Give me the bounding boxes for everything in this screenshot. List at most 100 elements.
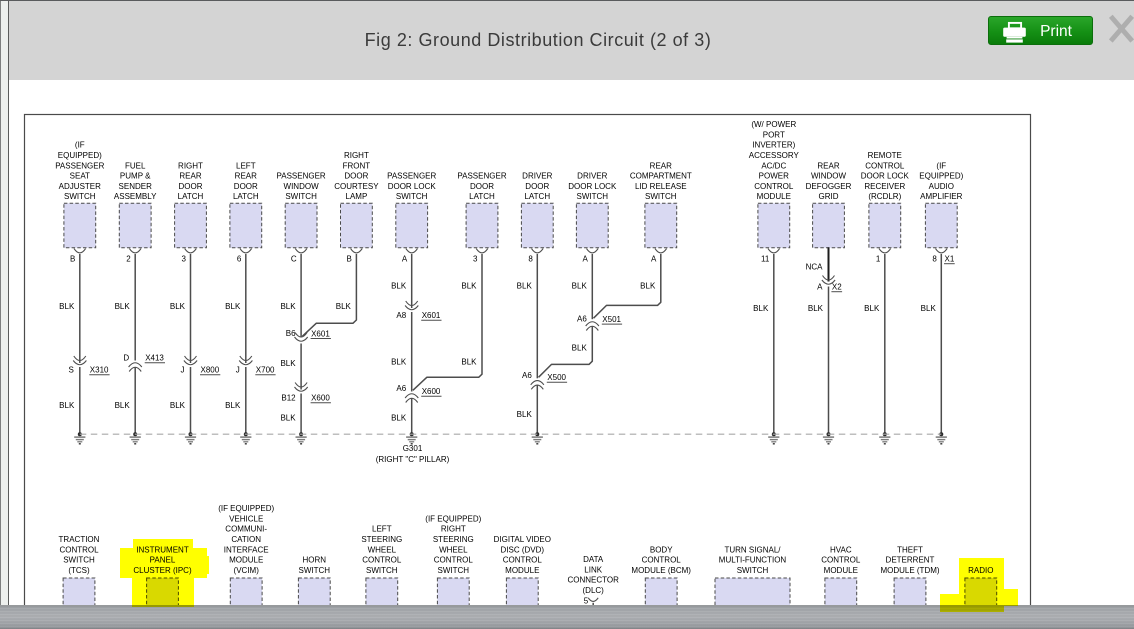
- svg-text:BLK: BLK: [572, 281, 588, 290]
- svg-text:BLK: BLK: [517, 281, 533, 290]
- svg-text:CONTROL: CONTROL: [754, 182, 794, 191]
- svg-text:X500: X500: [547, 373, 566, 382]
- svg-text:SENDER: SENDER: [119, 182, 153, 191]
- svg-text:MODULE (TDM): MODULE (TDM): [880, 566, 939, 575]
- svg-text:SWITCH: SWITCH: [645, 192, 677, 201]
- svg-text:(VCIM): (VCIM): [234, 566, 260, 575]
- svg-text:BLK: BLK: [115, 302, 131, 311]
- svg-text:WINDOW: WINDOW: [811, 172, 847, 181]
- svg-text:(W/ POWER: (W/ POWER: [751, 120, 796, 129]
- svg-text:REAR: REAR: [650, 161, 672, 170]
- svg-text:BLK: BLK: [461, 358, 477, 367]
- svg-text:8: 8: [528, 255, 533, 264]
- svg-text:BLK: BLK: [572, 344, 588, 353]
- svg-text:LEFT: LEFT: [372, 525, 392, 534]
- svg-text:2: 2: [126, 255, 131, 264]
- svg-text:5: 5: [584, 596, 589, 605]
- svg-text:SWITCH: SWITCH: [396, 192, 428, 201]
- svg-text:BLK: BLK: [225, 302, 241, 311]
- svg-text:X600: X600: [422, 387, 441, 396]
- svg-text:REMOTE: REMOTE: [868, 151, 902, 160]
- svg-text:POWER: POWER: [759, 172, 789, 181]
- svg-text:SWITCH: SWITCH: [299, 566, 331, 575]
- svg-text:LATCH: LATCH: [524, 192, 550, 201]
- svg-text:SWITCH: SWITCH: [737, 566, 769, 575]
- svg-text:MODULE: MODULE: [824, 566, 858, 575]
- svg-text:B: B: [70, 255, 75, 264]
- svg-text:AC/DC: AC/DC: [761, 161, 786, 170]
- svg-text:(IF EQUIPPED): (IF EQUIPPED): [425, 514, 481, 523]
- svg-text:11: 11: [761, 255, 770, 264]
- svg-text:(IF: (IF: [936, 161, 946, 170]
- svg-text:DOOR LOCK: DOOR LOCK: [568, 182, 617, 191]
- svg-text:B6: B6: [286, 329, 296, 338]
- svg-text:REAR: REAR: [817, 161, 839, 170]
- svg-text:STEERING: STEERING: [433, 535, 474, 544]
- svg-text:X600: X600: [311, 394, 330, 403]
- svg-text:PASSENGER: PASSENGER: [457, 172, 506, 181]
- svg-text:ADJUSTER: ADJUSTER: [59, 182, 101, 191]
- svg-text:DRIVER: DRIVER: [522, 172, 552, 181]
- svg-text:BLK: BLK: [808, 304, 824, 313]
- svg-text:S: S: [68, 366, 73, 375]
- svg-text:CONTROL: CONTROL: [865, 161, 905, 170]
- svg-text:X700: X700: [256, 366, 275, 375]
- svg-text:COURTESY: COURTESY: [334, 182, 379, 191]
- svg-text:LID RELEASE: LID RELEASE: [635, 182, 687, 191]
- svg-text:CONTROL: CONTROL: [503, 556, 543, 565]
- svg-text:AUDIO: AUDIO: [929, 182, 954, 191]
- svg-text:X601: X601: [422, 311, 441, 320]
- svg-text:DOOR: DOOR: [344, 172, 368, 181]
- svg-text:MULTI-FUNCTION: MULTI-FUNCTION: [719, 556, 787, 565]
- svg-text:CONTROL: CONTROL: [362, 556, 402, 565]
- svg-text:BODY: BODY: [650, 545, 673, 554]
- svg-text:SWITCH: SWITCH: [577, 192, 609, 201]
- svg-text:BLK: BLK: [753, 304, 769, 313]
- svg-text:BLK: BLK: [640, 281, 656, 290]
- svg-text:BLK: BLK: [391, 413, 407, 422]
- svg-text:STEERING: STEERING: [361, 535, 402, 544]
- svg-text:(DLC): (DLC): [583, 586, 605, 595]
- svg-text:ACCESSORY: ACCESSORY: [749, 151, 800, 160]
- svg-text:RIGHT: RIGHT: [178, 161, 203, 170]
- svg-text:BLK: BLK: [280, 359, 296, 368]
- svg-text:X2: X2: [832, 283, 842, 292]
- svg-text:FRONT: FRONT: [343, 161, 371, 170]
- svg-text:LAMP: LAMP: [346, 192, 368, 201]
- svg-text:LEFT: LEFT: [236, 161, 256, 170]
- svg-text:WHEEL: WHEEL: [439, 545, 468, 554]
- svg-text:BLK: BLK: [921, 304, 937, 313]
- svg-text:DATA: DATA: [583, 555, 604, 564]
- svg-text:ASSEMBLY: ASSEMBLY: [114, 192, 157, 201]
- svg-text:TURN SIGNAL/: TURN SIGNAL/: [724, 545, 781, 554]
- svg-text:AMPLIFIER: AMPLIFIER: [920, 192, 962, 201]
- svg-text:SWITCH: SWITCH: [63, 556, 95, 565]
- svg-text:NCA: NCA: [806, 263, 824, 272]
- svg-text:(IF: (IF: [75, 141, 85, 150]
- svg-text:PASSENGER: PASSENGER: [387, 172, 436, 181]
- svg-text:3: 3: [473, 255, 478, 264]
- svg-text:C: C: [291, 255, 297, 264]
- svg-text:BLK: BLK: [59, 302, 75, 311]
- svg-text:DOOR LOCK: DOOR LOCK: [388, 182, 437, 191]
- svg-text:CONTROL: CONTROL: [59, 545, 99, 554]
- svg-text:PASSENGER: PASSENGER: [276, 172, 325, 181]
- svg-text:SEAT: SEAT: [70, 172, 90, 181]
- svg-text:INVERTER): INVERTER): [752, 141, 795, 150]
- svg-text:SWITCH: SWITCH: [438, 566, 470, 575]
- svg-text:GRID: GRID: [819, 192, 839, 201]
- svg-text:A6: A6: [396, 384, 406, 393]
- svg-text:DIGITAL VIDEO: DIGITAL VIDEO: [494, 535, 551, 544]
- svg-text:BLK: BLK: [864, 304, 880, 313]
- svg-text:(RCDLR): (RCDLR): [868, 192, 901, 201]
- svg-text:X800: X800: [201, 366, 220, 375]
- svg-text:DISC (DVD): DISC (DVD): [501, 545, 545, 554]
- svg-text:BLK: BLK: [280, 413, 296, 422]
- svg-text:G301: G301: [403, 444, 423, 453]
- svg-text:DOOR: DOOR: [525, 182, 549, 191]
- svg-text:J: J: [236, 366, 240, 375]
- svg-text:A8: A8: [396, 311, 406, 320]
- svg-text:COMMUNI-: COMMUNI-: [225, 525, 267, 534]
- svg-text:BLK: BLK: [336, 302, 352, 311]
- svg-text:SWITCH: SWITCH: [366, 566, 398, 575]
